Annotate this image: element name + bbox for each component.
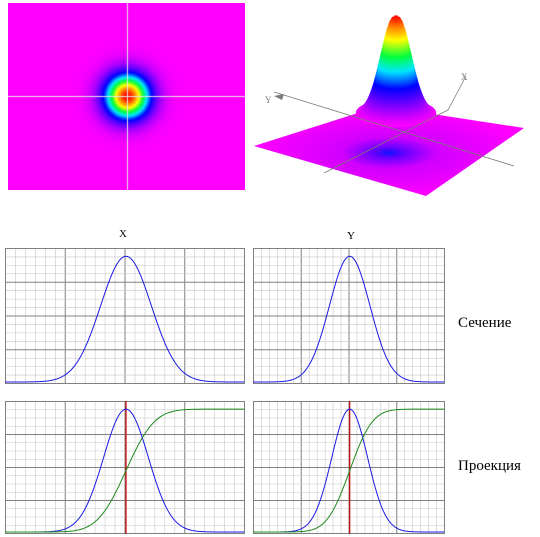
section-y-plot	[253, 248, 445, 384]
surface-y-label: Y	[265, 95, 272, 105]
surface-peak	[355, 15, 437, 127]
plot-title-y: Y	[347, 230, 355, 242]
surface-floor-plane	[254, 106, 524, 196]
plot-frame	[253, 248, 445, 384]
row-label-section: Сечение	[458, 315, 512, 331]
surface-x-axis-ext	[447, 75, 467, 111]
surface-axes: X Y	[265, 72, 515, 174]
plot-frame	[5, 401, 245, 534]
plot-title-x: X	[119, 228, 127, 240]
plot-frame	[253, 401, 445, 534]
row-label-projection: Проекция	[458, 458, 521, 474]
surface-y-axis-line	[273, 91, 515, 167]
cumulative-curve	[5, 408, 244, 533]
intensity-heatmap	[8, 3, 245, 190]
projection-y-plot	[253, 401, 445, 534]
gaussian-curve	[253, 255, 444, 383]
surface-peak-slice	[394, 15, 398, 17]
surface-floor	[254, 106, 524, 196]
surface-peak-slice	[391, 16, 401, 20]
plot-frame	[5, 248, 245, 384]
gaussian-curve	[5, 255, 244, 383]
surface-x-axis-line	[323, 109, 449, 174]
surface-y-arrow-icon	[274, 94, 284, 100]
surface-3d-plot: X Y	[254, 15, 524, 196]
projection-x-plot	[5, 401, 245, 534]
cumulative-curve	[253, 408, 444, 533]
surface-x-label: X	[461, 72, 468, 82]
section-x-plot	[5, 248, 245, 384]
